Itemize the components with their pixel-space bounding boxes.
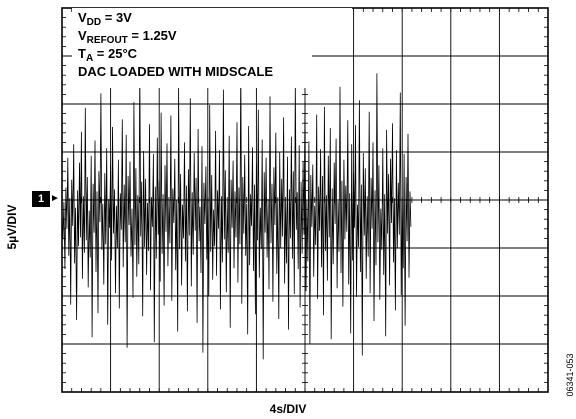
condition-main: DAC LOADED WITH MIDSCALE bbox=[78, 64, 273, 79]
condition-main: V bbox=[78, 28, 87, 43]
condition-value: = 25°C bbox=[93, 46, 138, 61]
condition-subscript: A bbox=[85, 53, 94, 64]
y-axis-label: 5µV/DIV bbox=[5, 204, 19, 250]
condition-main: V bbox=[78, 10, 87, 25]
channel-1-marker-arrow: ► bbox=[50, 193, 60, 204]
condition-value: = 1.25V bbox=[127, 28, 177, 43]
condition-value: = 3V bbox=[101, 10, 132, 25]
condition-subscript: REFOUT bbox=[86, 35, 128, 46]
channel-1-marker: 1 bbox=[32, 191, 50, 207]
condition-subscript: DD bbox=[86, 17, 102, 28]
condition-line: VDD = 3V bbox=[78, 10, 132, 30]
x-axis-label: 4s/DIV bbox=[269, 402, 307, 416]
noise-trace bbox=[61, 56, 412, 360]
conditions-backing-right bbox=[312, 8, 352, 52]
condition-line: VREFOUT = 1.25V bbox=[78, 28, 177, 48]
condition-line: DAC LOADED WITH MIDSCALE bbox=[78, 64, 273, 79]
conditions-backing bbox=[72, 8, 312, 88]
condition-main: T bbox=[78, 46, 86, 61]
figure-id: 06341-053 bbox=[565, 353, 575, 397]
condition-line: TA = 25°C bbox=[78, 46, 137, 66]
